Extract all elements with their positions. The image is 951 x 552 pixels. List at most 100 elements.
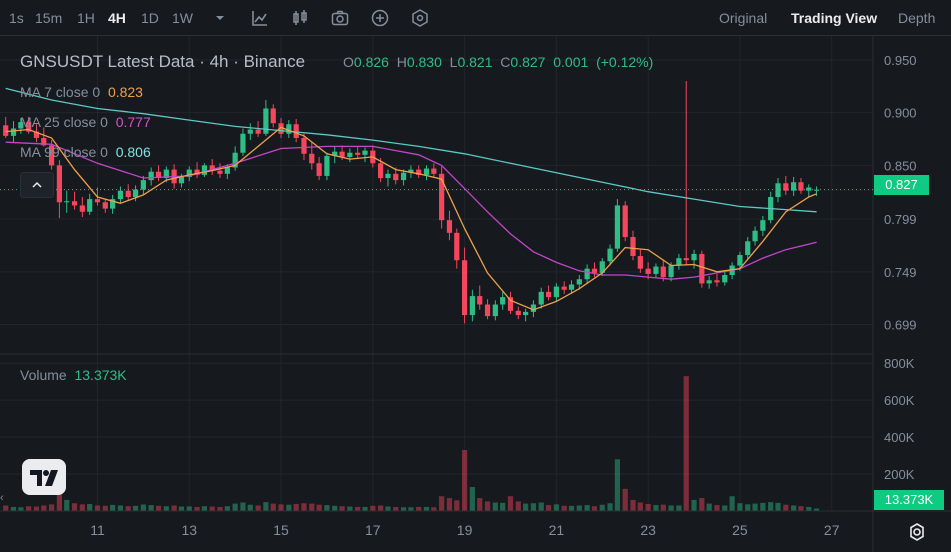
left-scroll-handle[interactable]: ‹ — [0, 492, 4, 504]
volume-bar — [33, 506, 40, 511]
interval-1s[interactable]: 1s — [9, 10, 24, 26]
candle-body — [278, 123, 284, 134]
volume-bar — [607, 503, 613, 511]
time-tick-label: 23 — [640, 522, 656, 538]
interval-15m[interactable]: 15m — [35, 10, 63, 26]
volume-bar — [706, 503, 712, 511]
volume-legend: Volume 13.373K — [20, 367, 127, 383]
candle-body — [653, 266, 659, 274]
volume-bar — [355, 506, 361, 511]
volume-bar — [622, 488, 628, 511]
candle-body — [41, 137, 47, 146]
volume-bar — [125, 506, 131, 511]
view-trading-view[interactable]: Trading View — [791, 10, 878, 26]
candle-body — [155, 171, 162, 179]
volume-bar — [316, 504, 322, 511]
volume-bar — [591, 506, 598, 511]
volume-bar — [584, 505, 590, 511]
volume-bar — [370, 505, 376, 511]
change-percent: (+0.12%) — [596, 54, 654, 70]
last-price-tag: 0.827 — [874, 175, 929, 195]
view-original[interactable]: Original — [719, 10, 768, 26]
gear-icon[interactable] — [903, 518, 931, 546]
low-value: 0.821 — [457, 54, 493, 70]
volume-bar — [171, 505, 177, 511]
volume-bar — [676, 505, 682, 511]
chart-toolbar: 1s 15m 1H 4H 1D 1W Original Trading View… — [0, 0, 951, 36]
candle-body — [614, 205, 621, 249]
volume-bar — [324, 505, 330, 511]
candle-body — [148, 171, 154, 181]
candlestick-chart[interactable]: 0.950 0.900 0.850 0.799 0.749 0.699 800K 600K 40… — [0, 36, 951, 552]
candle-body — [622, 205, 628, 238]
candle-body — [576, 279, 582, 285]
volume-bar — [599, 504, 605, 511]
volume-bar — [439, 496, 445, 511]
candle-body — [699, 253, 705, 284]
time-tick-label: 15 — [273, 522, 289, 538]
candle-body — [293, 124, 299, 138]
volume-bar — [117, 505, 124, 511]
volume-bar — [102, 505, 108, 511]
volume-bar — [155, 505, 162, 511]
candle-body — [813, 189, 820, 191]
volume-bar — [132, 505, 139, 511]
high-value: 0.830 — [406, 54, 442, 70]
candle-body — [56, 165, 62, 203]
moving-average-lines — [5, 87, 817, 311]
volume-bar — [416, 506, 422, 511]
candle-body — [355, 152, 361, 155]
candle-style-icon[interactable] — [290, 8, 310, 28]
volume-bar — [469, 486, 475, 511]
interval-1d[interactable]: 1D — [141, 10, 159, 26]
volume-tick-label: 600K — [884, 393, 915, 408]
low-label: L — [449, 54, 458, 70]
candle-body — [324, 155, 330, 176]
candle-body — [332, 151, 338, 156]
volume-bar — [247, 504, 253, 511]
volume-bar — [500, 502, 506, 511]
time-tick-label: 27 — [824, 522, 840, 538]
grid-lines — [0, 36, 873, 511]
add-indicator-icon[interactable] — [370, 8, 390, 28]
more-intervals-dropdown-icon[interactable] — [210, 8, 230, 28]
ma99-line — [5, 87, 817, 213]
volume-bar — [523, 503, 529, 511]
collapse-legend-button[interactable] — [20, 172, 54, 198]
candle-body — [607, 248, 613, 262]
view-depth[interactable]: Depth — [898, 10, 936, 26]
volume-bar — [347, 506, 353, 511]
price-tick-label: 0.900 — [884, 106, 917, 121]
candle-body — [286, 124, 292, 134]
ma99-value: 0.806 — [115, 144, 151, 160]
candle-body — [71, 201, 78, 206]
candle-body — [637, 256, 643, 269]
volume-bar — [760, 502, 766, 511]
interval-4h[interactable]: 4H — [108, 10, 126, 26]
volume-bars — [3, 376, 820, 511]
volume-bar — [660, 504, 666, 511]
candle-body — [492, 304, 498, 317]
volume-bar — [194, 506, 200, 511]
candle-body — [668, 265, 674, 278]
open-label: O — [343, 54, 354, 70]
volume-tick-label: 800K — [884, 356, 915, 371]
candle-body — [561, 286, 567, 290]
candle-body — [630, 237, 636, 257]
volume-bar — [553, 504, 559, 511]
volume-bar — [3, 505, 9, 511]
camera-icon[interactable] — [330, 8, 350, 28]
indicators-line-icon[interactable] — [250, 8, 270, 28]
interval-1w[interactable]: 1W — [172, 10, 193, 26]
candle-body — [507, 297, 514, 311]
candle-body — [538, 291, 544, 305]
volume-bar — [461, 450, 468, 511]
interval-1h[interactable]: 1H — [77, 10, 95, 26]
candle-body — [178, 176, 185, 184]
volume-bar — [87, 503, 93, 511]
volume-bar — [393, 506, 399, 511]
ma25-value: 0.777 — [115, 114, 151, 130]
volume-tick-label: 400K — [884, 430, 915, 445]
volume-bar — [630, 499, 636, 511]
chart-settings-hexagon-icon[interactable] — [410, 8, 430, 28]
